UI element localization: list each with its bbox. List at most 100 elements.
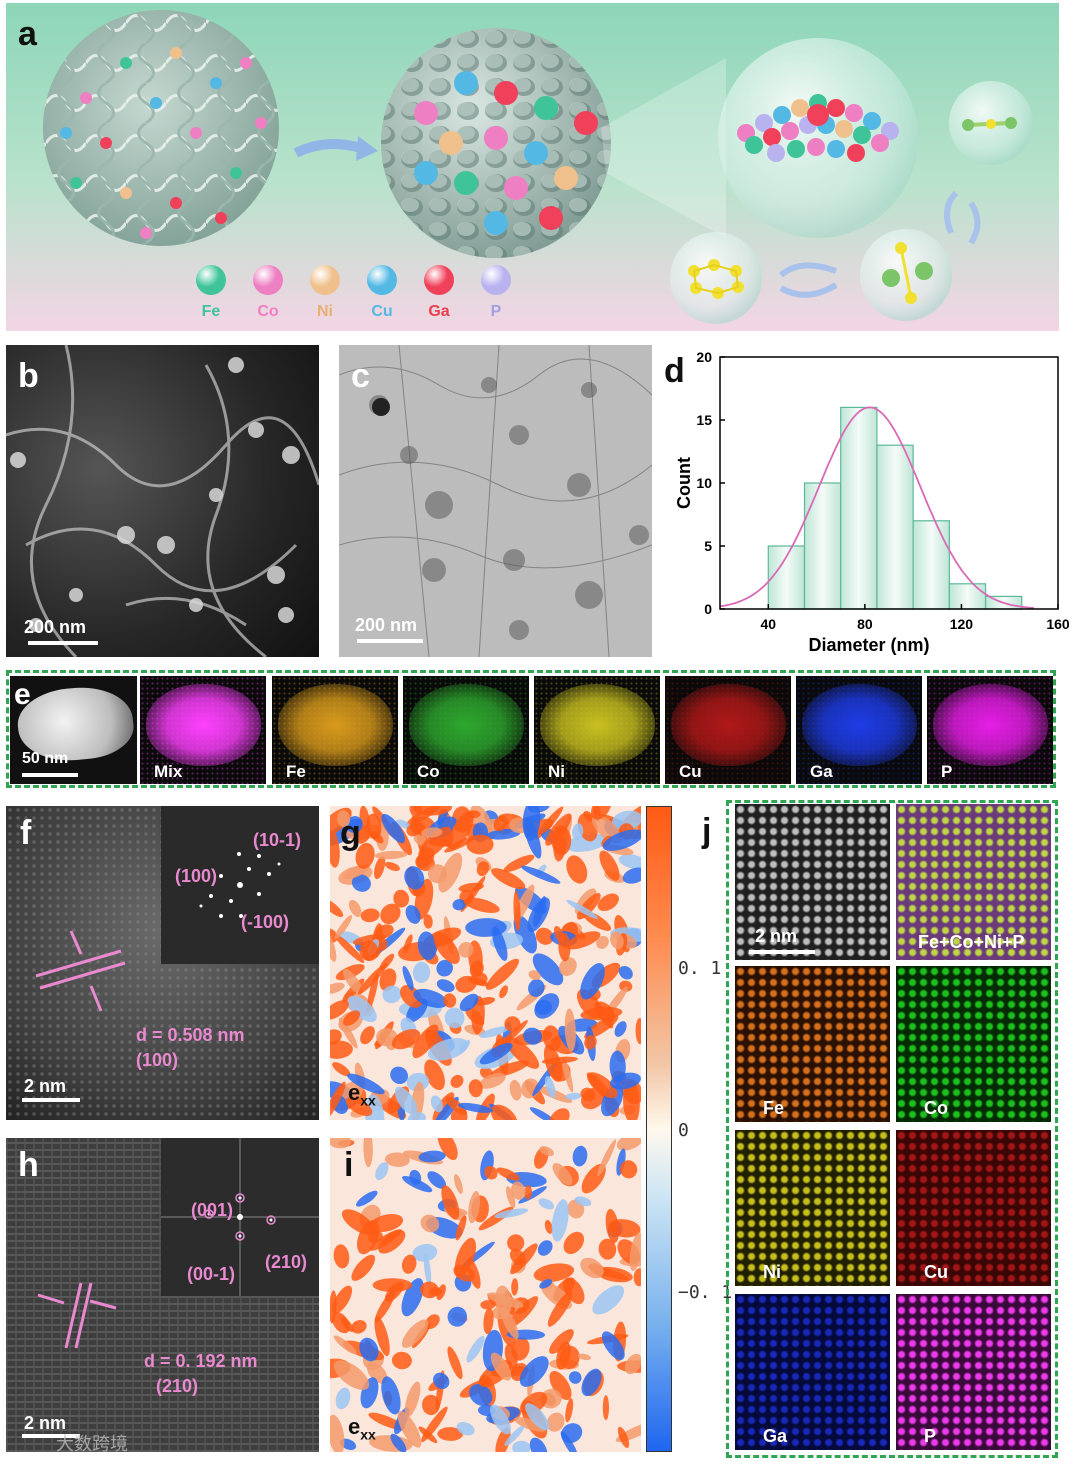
strain-label-i: exx [348,1414,376,1443]
strain-domain [330,1138,352,1149]
strain-domain [366,813,382,840]
legend-ball-icon [310,265,340,295]
strain-domain [619,1160,638,1179]
strain-domain [519,1356,549,1387]
panel-c-tem-image: c 200 nm [339,345,652,657]
panel-label-a: a [18,15,37,53]
strain-domain [496,1167,520,1181]
legend-ball-icon [196,265,226,295]
strain-domain [546,1412,565,1432]
strain-domain [330,1000,349,1020]
strain-domain [452,899,466,911]
eds-noise [140,676,266,784]
strain-domain [616,1148,626,1176]
diameter-histogram: 0 5 10 15 20 40 80 120 160 Diameter (nm) Count [674,349,1070,655]
strain-domain [331,1312,350,1334]
strain-domain [421,1406,448,1443]
strain-domain [332,1285,353,1314]
panel-a: a Fe Co Ni Cu Ga P [6,3,1059,331]
strain-domain [393,889,410,908]
strain-domain [622,867,641,884]
strain-domain [466,1335,485,1363]
legend-item-p: P [471,265,521,321]
eds-noise [927,676,1053,784]
panel-j-frame [726,800,1058,1458]
strain-domain [511,1181,526,1200]
d-spacing-f: d = 0.508 nm [136,1025,245,1045]
strain-domain [524,1185,533,1200]
strain-domain [511,1337,530,1361]
strain-domain [374,1316,390,1357]
strain-domain [539,1146,555,1157]
strain-domain [495,1427,511,1452]
plane-f: (100) [136,1050,179,1070]
fft-spot-00-1: (00-1) [187,1264,236,1284]
strain-domain [360,1026,375,1045]
eds-map-label: Mix [154,762,183,781]
fft-spot-001: (001) [191,1200,234,1220]
atomic-map-fe-co-ni-p: Fe+Co+Ni+P [896,804,1051,960]
fft-spot-210: (210) [265,1252,308,1272]
strain-domain [444,836,475,853]
strain-domain [618,965,633,980]
panel-label-b: b [18,357,39,395]
strain-domain [351,1319,367,1334]
atomic-lattice [735,966,890,1122]
panel-g-strain-map: g exx [330,806,641,1120]
strain-domain [490,1104,518,1120]
x-tick-label: 160 [1046,616,1070,632]
x-tick-label: 120 [950,616,974,632]
strain-domain [504,1425,525,1446]
eds-noise [796,676,922,784]
strain-domain [509,1248,526,1266]
strain-domain [437,1427,463,1441]
strain-domain [547,1291,573,1327]
panel-label-e: e [14,678,31,711]
atomic-map-label: Ga [763,1426,788,1446]
strain-domain [483,1307,494,1335]
strain-domain [425,1314,440,1329]
scalebar-e [22,773,78,777]
strain-domain [346,816,363,833]
strain-domain [345,1096,373,1117]
strain-domain [356,1190,378,1207]
strain-domain [363,1138,373,1168]
strain-domain [490,1060,530,1078]
scalebar-f-label: 2 nm [24,1076,67,1096]
strain-domain [427,1171,447,1189]
strain-domain [525,1403,550,1431]
strain-domain [359,940,378,961]
atomic-map-co: Co [896,966,1051,1122]
strain-domain [518,1186,547,1204]
x-tick-label: 40 [760,616,776,632]
strain-domain [618,854,641,869]
strain-domain [447,1346,463,1380]
atomic-map-label: Fe [763,1098,785,1118]
strain-domain [503,854,535,873]
strain-domain [490,1404,511,1435]
strain-domain [490,1352,512,1381]
panel-h-hrtem-image: (001) (00-1) (210) h d = 0. 192 nm (210)… [6,1138,319,1452]
strain-domain [598,1238,617,1260]
strain-domain [445,1096,467,1115]
strain-domain [616,1138,641,1151]
strain-domain [364,1094,385,1120]
strain-domain [597,893,619,912]
x-axis-label: Diameter (nm) [808,635,929,655]
atomic-map-p: P [896,1294,1051,1450]
strain-domain [605,1208,619,1244]
strain-domain [580,1006,623,1021]
strain-domain [428,864,447,884]
strain-domain [333,1360,370,1390]
strain-domain [391,1351,412,1370]
strain-domain [580,1257,604,1279]
strain-domain [508,1296,539,1328]
fft-inset-f: (10-1) (100) (-100) [161,806,319,964]
strain-domain [523,1027,543,1045]
strain-domain [479,1026,509,1038]
strain-domain [403,934,413,954]
panel-label-f: f [20,814,32,852]
strain-domain [551,1199,569,1242]
strain-domain [456,1421,475,1436]
strain-domain [486,828,521,840]
